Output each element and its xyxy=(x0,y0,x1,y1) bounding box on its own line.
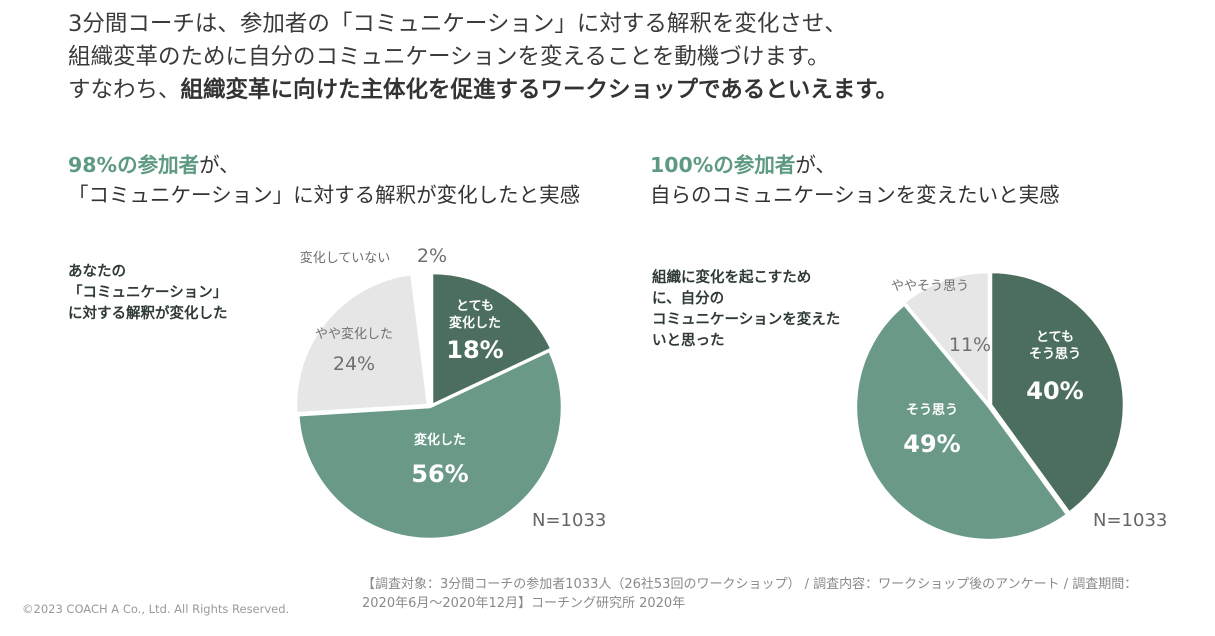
left-slice-percent: 18% xyxy=(446,336,503,364)
right-pie-slice-2 xyxy=(854,302,1069,542)
right-question-line: に、自分の xyxy=(652,291,725,307)
intro-line-3-bold: 組織変革に向けた主体化を促進するワークショップであるといえます。 xyxy=(180,77,899,103)
left-headline-highlight: 98%の参加者 xyxy=(68,153,200,177)
right-headline: 100%の参加者が、 自らのコミュニケーションを変えたいと実感 xyxy=(650,150,1060,210)
right-headline-line-2: 自らのコミュニケーションを変えたいと実感 xyxy=(650,183,1060,207)
right-question-line: コミュニケーションを変えた xyxy=(652,312,841,328)
survey-footnote: 【調査対象：3分間コーチの参加者1033人（26社53回のワークショップ） / … xyxy=(362,577,1138,611)
left-headline: 98%の参加者が、 「コミュニケーション」に対する解釈が変化したと実感 xyxy=(68,150,580,210)
left-headline-rest: が、 xyxy=(199,153,240,177)
right-survey-question: 組織に変化を起こすため に、自分の コミュニケーションを変えた いと思った xyxy=(652,268,840,352)
left-slice-label: 変化した xyxy=(449,315,501,331)
left-slice-percent: 56% xyxy=(411,460,468,488)
right-slice-percent: 40% xyxy=(1026,377,1083,405)
left-slice-label: やや変化した xyxy=(315,326,393,342)
right-question-line: いと思った xyxy=(652,333,725,349)
right-sample-size: N=1033 xyxy=(1093,510,1168,531)
left-pie-slice-2 xyxy=(296,349,564,541)
left-slice-label: 変化していない xyxy=(300,250,391,266)
left-sample-size: N=1033 xyxy=(532,510,607,531)
right-pie-slice-1 xyxy=(989,270,1126,515)
right-slice-percent: 49% xyxy=(903,430,960,458)
copyright: ©2023 COACH A Co., Ltd. All Rights Reser… xyxy=(22,602,290,616)
right-slice-label: そう思う xyxy=(906,403,958,418)
left-slice-label: とても xyxy=(456,299,494,314)
left-question-line: に対する解釈が変化した xyxy=(68,306,228,322)
right-slice-label: とても xyxy=(1036,330,1074,345)
right-slice-label: そう思う xyxy=(1029,347,1081,362)
left-survey-question: あなたの 「コミュニケーション」 に対する解釈が変化した xyxy=(68,262,228,325)
left-question-line: あなたの xyxy=(68,264,126,280)
left-headline-line-2: 「コミュニケーション」に対する解釈が変化したと実感 xyxy=(68,183,581,207)
intro-line-3-prefix: すなわち、 xyxy=(68,77,181,103)
left-question-line: 「コミュニケーション」 xyxy=(68,285,228,301)
intro-line-3: すなわち、組織変革に向けた主体化を促進するワークショップであるといえます。 xyxy=(68,74,1198,107)
right-headline-highlight: 100%の参加者 xyxy=(650,153,796,177)
left-pie-slice-3 xyxy=(294,272,430,415)
left-slice-percent: 24% xyxy=(333,353,375,375)
right-slice-label: ややそう思う xyxy=(891,279,969,294)
right-pie-slice-3 xyxy=(902,270,991,409)
intro-line-2: 組織変革のために自分のコミュニケーションを変えることを動機づけます。 xyxy=(68,44,830,70)
right-headline-rest: が、 xyxy=(795,153,836,177)
left-slice-percent: 2% xyxy=(417,245,447,267)
right-slice-percent: 11% xyxy=(949,334,991,356)
left-pie-slice-4 xyxy=(412,273,432,408)
left-slice-label: 変化した xyxy=(414,432,466,448)
left-pie-slice-1 xyxy=(430,271,554,407)
intro-line-1: 3分間コーチは、参加者の「コミュニケーション」に対する解釈を変化させ、 xyxy=(68,11,847,37)
intro-text: 3分間コーチは、参加者の「コミュニケーション」に対する解釈を変化させ、 組織変革… xyxy=(68,8,1198,107)
right-question-line: 組織に変化を起こすため xyxy=(652,270,812,286)
